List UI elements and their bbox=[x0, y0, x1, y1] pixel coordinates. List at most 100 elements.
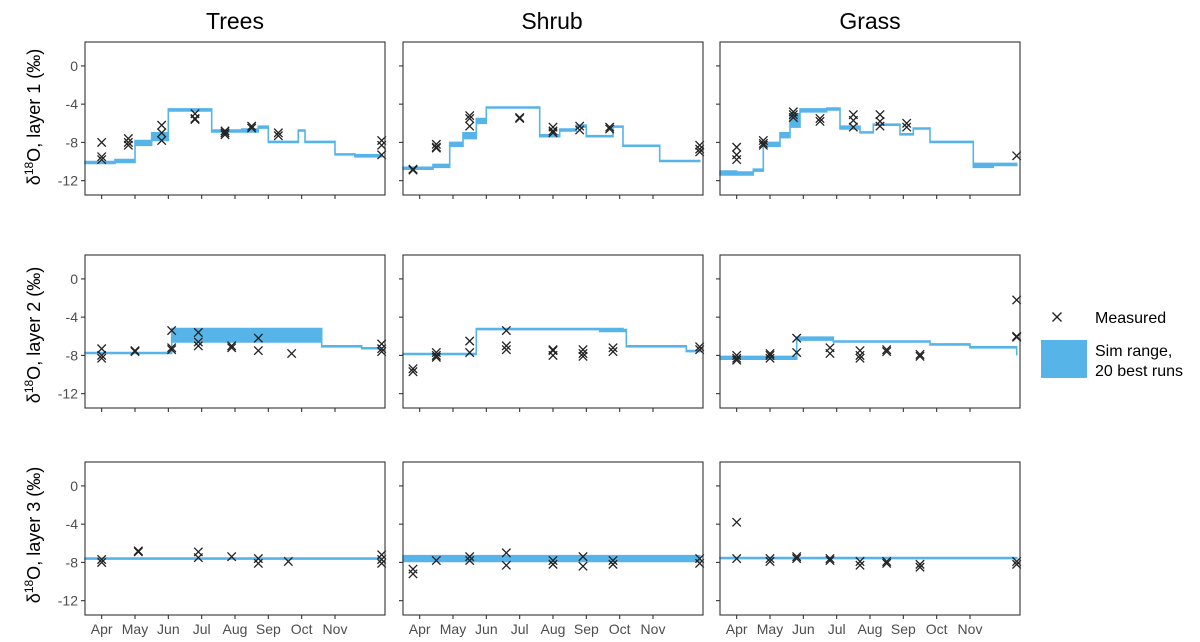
measured-point bbox=[548, 555, 558, 566]
measured-point bbox=[465, 555, 475, 566]
y-axis-title-layer-2: δ18O, layer 2 (‰) bbox=[22, 267, 44, 403]
panel-background bbox=[403, 462, 703, 615]
measured-point bbox=[465, 552, 475, 562]
measured-point bbox=[578, 351, 588, 362]
measured-point bbox=[253, 558, 263, 569]
y-tick-label: 0 bbox=[70, 58, 78, 74]
x-tick-label: May bbox=[440, 621, 466, 637]
measured-point bbox=[608, 559, 618, 569]
measured-point bbox=[548, 559, 558, 569]
measured-point bbox=[882, 345, 892, 355]
y-tick-label: -8 bbox=[66, 554, 79, 570]
y-axis-title-layer-3: δ18O, layer 3 (‰) bbox=[22, 467, 44, 603]
measured-point bbox=[792, 552, 802, 562]
measured-point bbox=[97, 350, 107, 361]
measured-point bbox=[287, 348, 297, 359]
facet-title-trees: Trees bbox=[206, 8, 264, 34]
measured-point bbox=[915, 349, 925, 360]
panel-background bbox=[85, 42, 385, 195]
measured-point bbox=[765, 350, 775, 361]
measured-point bbox=[792, 333, 802, 343]
measured-point bbox=[548, 126, 558, 136]
measured-point bbox=[408, 364, 418, 374]
measured-point bbox=[501, 345, 511, 355]
measured-point bbox=[123, 137, 133, 148]
x-tick-label: Nov bbox=[323, 621, 348, 637]
measured-point bbox=[501, 548, 511, 558]
x-tick-label: Sep bbox=[256, 621, 281, 637]
legend-sim-swatch bbox=[1041, 340, 1087, 378]
measured-point bbox=[732, 142, 742, 152]
y-tick-label: -4 bbox=[66, 516, 79, 532]
measured-point bbox=[765, 553, 775, 564]
measured-point bbox=[902, 122, 912, 132]
measured-point bbox=[190, 113, 200, 124]
measured-point bbox=[408, 164, 418, 174]
measured-point bbox=[227, 341, 237, 351]
measured-point bbox=[193, 337, 203, 347]
x-tick-label: Apr bbox=[726, 621, 748, 637]
measured-point bbox=[97, 557, 107, 568]
x-tick-label: Apr bbox=[91, 621, 113, 637]
y-tick-label: 0 bbox=[70, 478, 78, 494]
measured-point bbox=[167, 325, 177, 336]
measured-point bbox=[855, 350, 865, 361]
panel-layer2-shrub bbox=[399, 254, 705, 412]
measured-point bbox=[915, 562, 925, 572]
measured-point bbox=[431, 142, 441, 152]
measured-point bbox=[465, 336, 475, 346]
measured-point bbox=[578, 552, 588, 562]
measured-point bbox=[193, 552, 203, 563]
panel-grid: 0 -4 -8 -12 0 -4 -8 -12 0 -4 -8 -12 Apr May Jun Jul Aug S… bbox=[58, 41, 1022, 637]
measured-point bbox=[792, 347, 802, 358]
panel-layer1-grass bbox=[716, 41, 1022, 199]
measured-point bbox=[157, 128, 167, 138]
measured-point bbox=[765, 556, 775, 567]
measured-point bbox=[501, 341, 511, 351]
legend-sim-label-line-1: Sim range, bbox=[1095, 343, 1172, 360]
measured-point bbox=[758, 138, 768, 149]
panel-background bbox=[403, 255, 703, 408]
measured-point bbox=[575, 125, 585, 135]
measured-point bbox=[227, 343, 237, 353]
measured-point bbox=[97, 353, 107, 363]
measured-point bbox=[765, 353, 775, 363]
measured-point bbox=[548, 128, 558, 138]
measured-point bbox=[431, 143, 441, 153]
x-tick-label: Sep bbox=[891, 621, 916, 637]
y-tick-label: -4 bbox=[66, 309, 79, 325]
measured-point bbox=[608, 555, 618, 566]
y-tick-label: -8 bbox=[66, 134, 79, 150]
panel-background bbox=[85, 462, 385, 615]
measured-point bbox=[465, 110, 475, 121]
measured-point bbox=[130, 345, 140, 356]
sim-range-band bbox=[719, 107, 1018, 176]
measured-point bbox=[788, 110, 798, 120]
measured-point bbox=[825, 555, 835, 566]
measured-point bbox=[253, 333, 263, 343]
x-tick-label: Nov bbox=[958, 621, 983, 637]
legend-sim-label-line-2: 20 best runs bbox=[1095, 363, 1183, 380]
measured-point bbox=[193, 341, 203, 351]
y-tick-label: -12 bbox=[58, 593, 78, 609]
y-tick-label: -12 bbox=[58, 173, 78, 189]
measured-point bbox=[608, 343, 618, 353]
measured-point bbox=[732, 355, 742, 365]
measured-point bbox=[220, 128, 230, 138]
measured-point bbox=[578, 561, 588, 571]
sim-range-band bbox=[402, 106, 701, 170]
measured-point bbox=[97, 344, 107, 354]
legend: Measured Sim range, 20 best runs bbox=[1041, 310, 1183, 380]
facet-title-grass: Grass bbox=[839, 8, 900, 34]
measured-point bbox=[882, 346, 892, 357]
measured-point bbox=[227, 552, 237, 562]
measured-point bbox=[882, 558, 892, 569]
sim-range-band bbox=[402, 327, 701, 356]
measured-point bbox=[515, 112, 525, 123]
x-tick-label: Aug bbox=[223, 621, 248, 637]
measured-point bbox=[408, 367, 418, 377]
measured-point bbox=[605, 124, 615, 134]
measured-point bbox=[501, 325, 511, 336]
measured-point bbox=[605, 122, 615, 132]
